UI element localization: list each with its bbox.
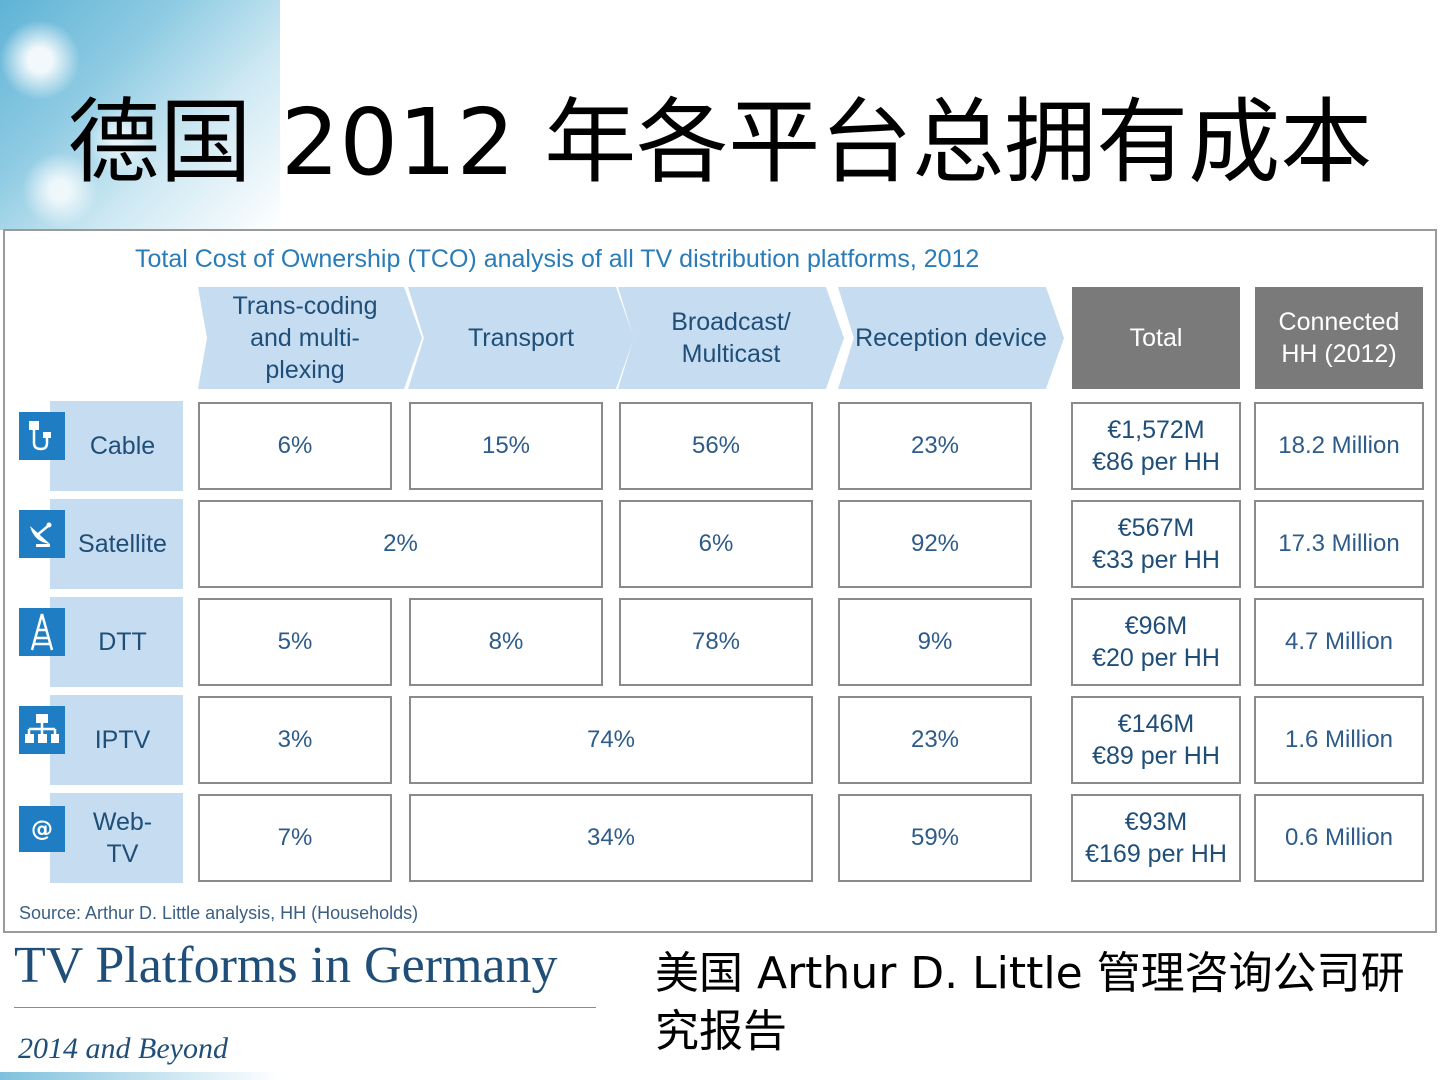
divider <box>14 1007 596 1008</box>
cell-satellite-total: €567M €33 per HH <box>1071 500 1241 588</box>
report-subtitle: 2014 and Beyond <box>18 1032 228 1065</box>
cell-cable-broadcast: 56% <box>619 402 813 490</box>
figure-title: Total Cost of Ownership (TCO) analysis o… <box>135 245 980 273</box>
header-reception: Reception device <box>838 287 1064 389</box>
antenna-tower-icon <box>19 608 65 656</box>
header-transport: Transport <box>408 287 634 389</box>
cell-webtv-connected: 0.6 Million <box>1254 794 1424 882</box>
bottom-decoration <box>0 1072 280 1080</box>
corner-decoration <box>0 0 280 230</box>
cell-cable-transport: 15% <box>409 402 603 490</box>
cell-satellite-broadcast: 6% <box>619 500 813 588</box>
cell-dtt-connected: 4.7 Million <box>1254 598 1424 686</box>
slide-title: 德国 2012 年各平台总拥有成本 <box>67 89 1373 196</box>
report-title: TV Platforms in Germany <box>14 937 558 994</box>
cell-cable-connected: 18.2 Million <box>1254 402 1424 490</box>
cell-dtt-reception: 9% <box>838 598 1032 686</box>
cell-iptv-connected: 1.6 Million <box>1254 696 1424 784</box>
cell-webtv-transport-broadcast: 34% <box>409 794 813 882</box>
tco-figure: Total Cost of Ownership (TCO) analysis o… <box>3 229 1437 933</box>
cell-iptv-total: €146M €89 per HH <box>1071 696 1241 784</box>
header-transcoding: Trans-coding and multi- plexing <box>198 287 422 389</box>
cell-satellite-reception: 92% <box>838 500 1032 588</box>
cell-satellite-transcoding-transport: 2% <box>198 500 603 588</box>
cell-dtt-transcoding: 5% <box>198 598 392 686</box>
at-sign-icon: @ <box>19 806 65 852</box>
cell-iptv-reception: 23% <box>838 696 1032 784</box>
cell-iptv-transcoding: 3% <box>198 696 392 784</box>
satellite-dish-icon <box>19 510 65 558</box>
header-connected-hh: Connected HH (2012) <box>1255 287 1423 389</box>
cell-cable-reception: 23% <box>838 402 1032 490</box>
cell-webtv-reception: 59% <box>838 794 1032 882</box>
row-label-web-tv: Web- TV <box>50 793 183 883</box>
cell-webtv-transcoding: 7% <box>198 794 392 882</box>
row-label-satellite: Satellite <box>50 499 183 589</box>
slide-caption: 美国 Arthur D. Little 管理咨询公司研究报告 <box>655 948 1405 1057</box>
cell-cable-transcoding: 6% <box>198 402 392 490</box>
row-label-cable: Cable <box>50 401 183 491</box>
row-label-iptv: IPTV <box>50 695 183 785</box>
network-icon <box>19 706 65 754</box>
source-note: Source: Arthur D. Little analysis, HH (H… <box>19 903 419 923</box>
header-total: Total <box>1072 287 1240 389</box>
cell-dtt-broadcast: 78% <box>619 598 813 686</box>
cell-cable-total: €1,572M €86 per HH <box>1071 402 1241 490</box>
cell-iptv-transport-broadcast: 74% <box>409 696 813 784</box>
cell-webtv-total: €93M €169 per HH <box>1071 794 1241 882</box>
header-broadcast: Broadcast/ Multicast <box>618 287 844 389</box>
cable-plug-icon <box>19 412 65 460</box>
cell-dtt-total: €96M €20 per HH <box>1071 598 1241 686</box>
cell-dtt-transport: 8% <box>409 598 603 686</box>
row-label-dtt: DTT <box>50 597 183 687</box>
cell-satellite-connected: 17.3 Million <box>1254 500 1424 588</box>
